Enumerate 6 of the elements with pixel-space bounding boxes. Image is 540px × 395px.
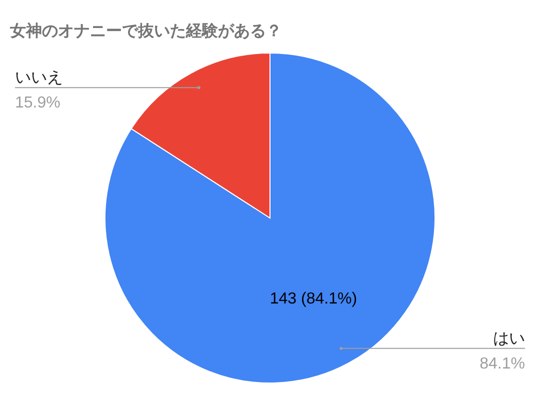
data-label: 84.1% [480, 355, 525, 372]
chart-title: 女神のオナニーで抜いた経験がある？ [9, 22, 282, 40]
slice-label: はい [493, 330, 525, 348]
data-label: 15.9% [15, 94, 60, 112]
slice-label: いいえ [15, 70, 63, 87]
text: 143 (84.1%) [270, 290, 358, 308]
